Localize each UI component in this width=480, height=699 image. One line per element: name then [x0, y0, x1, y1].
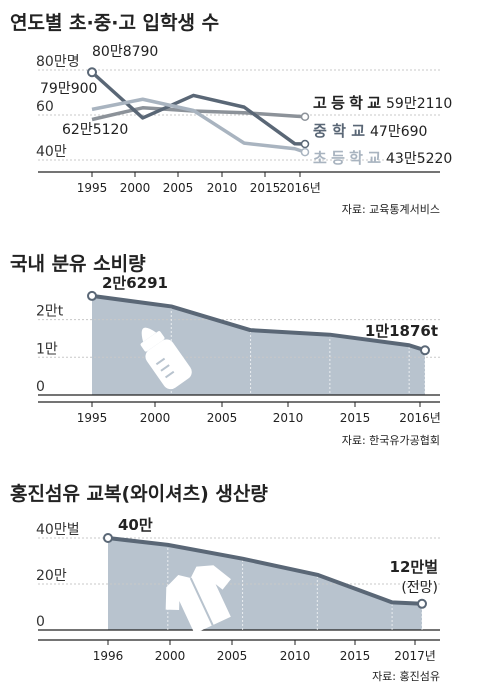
x-tick-label: 2000: [140, 411, 171, 425]
bottle-collar: [140, 331, 165, 352]
series-end-point: [300, 112, 310, 122]
x-tick-label: 2005: [207, 411, 238, 425]
x-tick-label: 2005: [217, 649, 248, 663]
y-tick-label: 0: [36, 614, 45, 630]
bottle-nipple: [141, 327, 157, 342]
series-name: 중학교: [313, 122, 365, 140]
endpoint-marker: [420, 345, 430, 356]
bottle-mark: [160, 364, 170, 372]
chart-title: 홍진섬유 교복(와이셔츠) 생산량: [10, 482, 268, 505]
baby-bottle-icon: [140, 327, 192, 390]
shirt-body: [165, 565, 231, 634]
y-tick-label: 1만: [36, 341, 58, 357]
series-line-middle: [90, 70, 306, 146]
data-label: (전망): [401, 580, 438, 596]
x-tick-label: 2015: [250, 181, 281, 195]
y-tick-label: 0: [36, 379, 45, 395]
y-tick-label: 60: [36, 99, 54, 115]
x-tick-label: 2000: [120, 181, 151, 195]
x-tick-label: 2017년: [394, 649, 436, 663]
source-note: 자료: 한국유가공협회: [342, 434, 440, 447]
x-tick-label: 2010: [280, 649, 311, 663]
start-point: [87, 67, 97, 78]
chart-2: 국내 분유 소비량 2만t 1만 0 1995 2000 2005 2010 2015 2016년…: [10, 253, 441, 447]
x-tick-label: 2015: [340, 411, 371, 425]
y-tick-label: 20만: [36, 568, 67, 584]
source-note: 자료: 교육통계서비스: [342, 203, 440, 216]
data-label: 2만6291: [102, 274, 168, 292]
x-tick-label: 2010: [207, 181, 238, 195]
endpoint-marker: [87, 290, 97, 301]
x-tick-label: 1995: [77, 181, 108, 195]
shirt-placket: [189, 577, 214, 626]
data-label: 1만1876t: [365, 322, 438, 340]
series-name: 고등학교: [313, 94, 381, 112]
chart-title: 국내 분유 소비량: [10, 253, 146, 275]
bottle-mark: [155, 357, 166, 366]
series-line-elementary: [91, 97, 306, 154]
annotation-label: 62만5120: [62, 122, 128, 138]
series-name: 초등학교: [313, 149, 381, 167]
endpoint-marker: [103, 533, 113, 543]
x-tick-label: 2010: [273, 411, 304, 425]
data-label: 12만벌: [390, 558, 438, 576]
series-end-point: [300, 139, 310, 149]
y-tick-label: 2만t: [36, 304, 64, 320]
x-tick-label: 2005: [163, 181, 194, 195]
endpoint-marker: [417, 598, 427, 609]
x-tick-label: 2016년: [279, 181, 321, 195]
annotation-label: 80만8790: [92, 44, 158, 60]
y-tick-label: 40만벌: [36, 522, 80, 538]
series-end-value: 43만5220: [386, 151, 452, 167]
data-label: 40만: [118, 516, 153, 534]
x-tick-label: 2016년: [399, 411, 441, 425]
chart-title: 연도별 초·중·고 입학생 수: [10, 12, 219, 34]
annotation-label: 79만900: [40, 81, 97, 97]
x-tick-label: 2000: [155, 649, 186, 663]
y-tick-label: 80만명: [36, 54, 80, 70]
x-tick-label: 1996: [93, 649, 124, 663]
x-tick-label: 2015: [340, 649, 371, 663]
series-line: [107, 536, 423, 606]
y-tick-label: 40만: [36, 144, 67, 160]
series-end-point: [300, 147, 310, 157]
series-end-value: 59만2110: [386, 96, 452, 112]
bottle-mark: [165, 370, 175, 379]
chart-1: 연도별 초·중·고 입학생 수 80만명 60 40만 1995 2000 2005 2010…: [10, 12, 452, 216]
series-line: [91, 293, 426, 353]
shirt-icon: [165, 565, 231, 634]
series-end-value: 47만690: [370, 124, 427, 140]
x-tick-label: 1995: [77, 411, 108, 425]
source-note: 자료: 홍진섬유: [372, 669, 440, 683]
